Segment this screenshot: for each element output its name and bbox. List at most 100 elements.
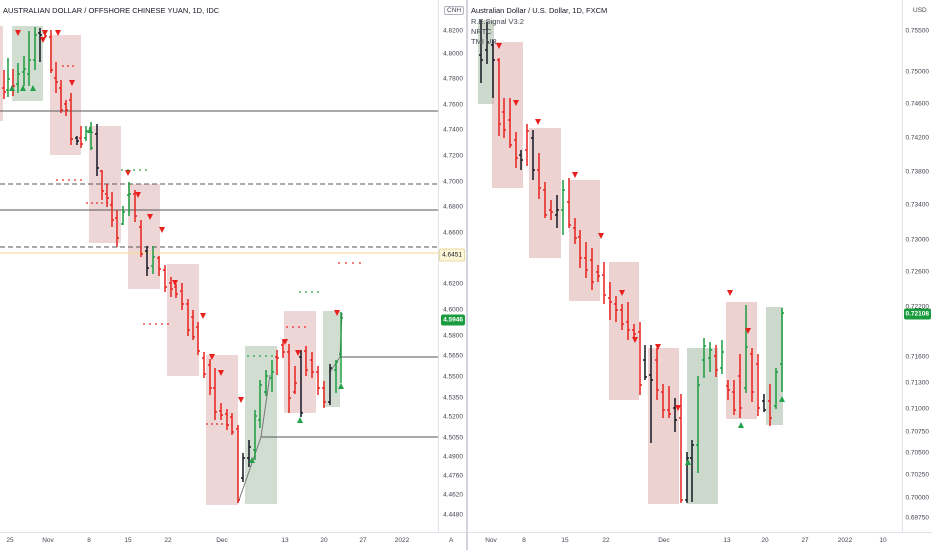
auto-scale-button[interactable]: A bbox=[449, 537, 454, 544]
ohlc-bar bbox=[247, 440, 251, 467]
ohlc-bar bbox=[145, 246, 149, 276]
ohlc-bar bbox=[661, 384, 665, 418]
signal-dot bbox=[299, 291, 301, 293]
right-price-tick: 0.70000 bbox=[905, 494, 930, 502]
ohlc-bar bbox=[774, 368, 778, 409]
ohlc-bar bbox=[27, 31, 31, 86]
bearish-zone bbox=[492, 42, 523, 188]
indicator-resignal[interactable]: R.E.Signal V3.2 bbox=[471, 17, 524, 26]
sell-signal-arrow bbox=[496, 43, 502, 49]
signal-dot bbox=[155, 323, 157, 325]
ohlc-bar bbox=[95, 124, 99, 176]
ohlc-bar bbox=[673, 398, 677, 432]
last-price-label: 4.5946 bbox=[441, 314, 465, 326]
ohlc-bar bbox=[762, 394, 766, 412]
sell-signal-arrow bbox=[147, 214, 153, 220]
right-price-tick: 0.72600 bbox=[905, 268, 930, 276]
left-price-tick: 4.8000 bbox=[443, 50, 463, 58]
signal-dot bbox=[96, 202, 98, 204]
right-time-tick: 15 bbox=[561, 537, 569, 544]
left-time-tick: 27 bbox=[359, 537, 367, 544]
right-price-scale[interactable]: USD 0.75500 0.75000 0.74600 0.74200 0.73800 0… bbox=[902, 0, 932, 532]
sell-signal-arrow bbox=[125, 170, 131, 176]
ohlc-bar bbox=[626, 302, 630, 340]
ohlc-bar bbox=[16, 63, 20, 93]
right-time-scale[interactable]: Nov 8 15 22 Dec 13 20 27 2022 10 bbox=[468, 532, 932, 550]
left-time-tick: Nov bbox=[42, 537, 54, 544]
right-plot-area[interactable] bbox=[468, 0, 902, 532]
sell-signal-arrow bbox=[200, 313, 206, 319]
ohlc-bar bbox=[75, 136, 79, 145]
ohlc-bar bbox=[584, 242, 588, 278]
sell-signal-arrow bbox=[513, 100, 519, 106]
left-price-tick: 4.7200 bbox=[443, 152, 463, 160]
left-price-chart[interactable] bbox=[0, 0, 438, 532]
left-price-tick: 4.5500 bbox=[443, 373, 463, 381]
ohlc-bar bbox=[508, 98, 512, 148]
right-time-tick: 20 bbox=[761, 537, 769, 544]
ohlc-bar bbox=[304, 346, 308, 376]
ohlc-bar bbox=[702, 338, 706, 378]
right-price-tick: 0.73800 bbox=[905, 168, 930, 176]
right-time-tick: 8 bbox=[522, 537, 526, 544]
left-chart-title: AUSTRALIAN DOLLAR / OFFSHORE CHINESE YUA… bbox=[3, 6, 220, 15]
right-price-chart[interactable] bbox=[468, 0, 902, 532]
ohlc-bar bbox=[310, 352, 314, 378]
left-plot-area[interactable] bbox=[0, 0, 438, 532]
right-currency-unit[interactable]: USD bbox=[913, 7, 927, 14]
indicator-tmi-ur[interactable]: TMI UR bbox=[471, 37, 497, 46]
signal-dot bbox=[286, 326, 288, 328]
ohlc-bar bbox=[578, 230, 582, 268]
right-chart-pane[interactable]: Australian Dollar / U.S. Dollar, 1D, FXC… bbox=[468, 0, 932, 550]
ohlc-bar bbox=[714, 345, 718, 377]
left-chart-pane[interactable]: AUSTRALIAN DOLLAR / OFFSHORE CHINESE YUA… bbox=[0, 0, 466, 550]
bearish-zone bbox=[648, 348, 679, 504]
left-price-scale[interactable]: CNH 4.8200 4.8000 4.7800 4.7600 4.7400 4.7200… bbox=[438, 0, 466, 532]
sell-signal-arrow bbox=[55, 30, 61, 36]
right-price-tick: 0.72200 bbox=[905, 303, 930, 311]
signal-dot bbox=[317, 291, 319, 293]
ohlc-bar bbox=[219, 403, 223, 420]
signal-dot bbox=[101, 202, 103, 204]
ohlc-bar bbox=[590, 248, 594, 290]
signal-dot bbox=[359, 262, 361, 264]
sell-signal-arrow bbox=[172, 280, 178, 286]
ohlc-bar bbox=[567, 178, 571, 228]
ohlc-bar bbox=[726, 380, 730, 400]
left-price-tick: 4.6200 bbox=[443, 280, 463, 288]
sell-signal-arrow bbox=[619, 290, 625, 296]
buy-signal-arrow bbox=[779, 396, 785, 402]
left-price-tick: 4.4900 bbox=[443, 453, 463, 461]
ohlc-bar bbox=[191, 310, 195, 340]
signal-dot bbox=[121, 169, 123, 171]
ohlc-bar bbox=[596, 265, 600, 282]
left-time-scale[interactable]: A 25 Nov 8 15 22 Dec 13 20 27 2022 bbox=[0, 532, 466, 550]
signal-dot bbox=[68, 179, 70, 181]
ohlc-bar bbox=[685, 452, 689, 503]
bullish-zone bbox=[12, 26, 43, 101]
ohlc-bar bbox=[127, 182, 131, 216]
left-time-tick: 22 bbox=[164, 537, 172, 544]
signal-dot bbox=[338, 262, 340, 264]
ohlc-bar bbox=[299, 350, 303, 417]
signal-dot bbox=[74, 179, 76, 181]
left-currency-unit[interactable]: CNH bbox=[444, 6, 465, 15]
left-price-tick: 4.7000 bbox=[443, 178, 463, 186]
signal-dot bbox=[72, 65, 74, 67]
left-time-tick: 13 bbox=[281, 537, 289, 544]
sell-signal-arrow bbox=[69, 80, 75, 86]
ohlc-bar bbox=[643, 345, 647, 380]
ohlc-bar bbox=[163, 265, 167, 292]
right-price-tick: 0.71300 bbox=[905, 379, 930, 387]
right-time-tick: 10 bbox=[879, 537, 887, 544]
ohlc-bar bbox=[525, 124, 529, 166]
ohlc-bar bbox=[573, 218, 577, 244]
ohlc-bar bbox=[608, 282, 612, 320]
ohlc-bar bbox=[169, 277, 173, 297]
pane-divider[interactable] bbox=[466, 0, 468, 550]
indicator-nrtc[interactable]: NRTC bbox=[471, 27, 492, 36]
ohlc-bar bbox=[555, 195, 559, 228]
ohlc-bar bbox=[696, 376, 700, 473]
signal-dot bbox=[298, 326, 300, 328]
left-time-tick: 8 bbox=[87, 537, 91, 544]
